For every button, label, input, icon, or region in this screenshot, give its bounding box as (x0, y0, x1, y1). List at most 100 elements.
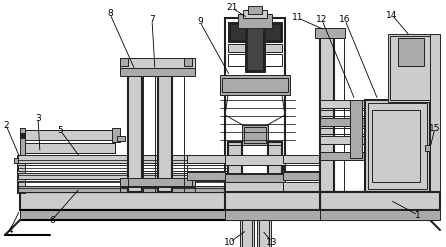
Text: 7: 7 (149, 16, 155, 24)
Text: 15: 15 (429, 124, 441, 132)
Bar (320, 118, 430, 126)
Text: 8: 8 (107, 9, 113, 19)
Bar (222, 78, 288, 92)
Bar (20, 128, 25, 158)
Text: 21: 21 (226, 3, 238, 13)
Text: 9: 9 (197, 18, 203, 26)
Bar (365, 100, 430, 192)
Bar (187, 172, 225, 180)
Bar (172, 68, 184, 192)
Bar (320, 210, 440, 220)
Text: 14: 14 (386, 11, 398, 20)
Text: 12: 12 (316, 16, 328, 24)
Text: 2: 2 (3, 121, 9, 129)
Text: 13: 13 (266, 238, 278, 247)
Bar (184, 58, 192, 66)
Bar (398, 38, 424, 66)
Bar (228, 22, 282, 42)
Bar (120, 178, 128, 186)
Bar (238, 14, 272, 28)
Bar (259, 194, 269, 247)
Bar (240, 192, 254, 247)
Bar (228, 145, 282, 157)
Bar (187, 165, 225, 171)
Bar (388, 34, 433, 102)
Bar (225, 155, 285, 165)
Bar (248, 6, 262, 14)
Bar (257, 192, 271, 247)
Bar (320, 100, 430, 108)
Bar (225, 174, 285, 182)
Bar (320, 136, 430, 144)
Bar (25, 130, 115, 140)
Bar (242, 125, 268, 145)
Bar (315, 28, 345, 38)
Bar (320, 34, 334, 192)
Bar (112, 128, 120, 142)
Bar (220, 75, 290, 95)
Bar (390, 36, 431, 100)
Text: 1: 1 (415, 210, 421, 220)
Bar (283, 155, 323, 163)
Bar (25, 130, 115, 153)
Bar (228, 142, 242, 192)
Bar (230, 24, 280, 40)
Bar (120, 187, 195, 192)
Bar (225, 182, 285, 192)
Bar (245, 22, 265, 72)
Bar (243, 10, 267, 18)
Bar (25, 143, 115, 153)
Bar (14, 158, 28, 163)
Bar (368, 103, 427, 189)
Bar (225, 165, 285, 173)
Text: 11: 11 (292, 14, 304, 22)
Bar (430, 34, 440, 192)
Bar (120, 58, 195, 70)
Bar (184, 178, 192, 186)
Bar (283, 182, 323, 192)
Bar (350, 100, 362, 158)
Text: 4: 4 (7, 226, 13, 234)
Bar (20, 192, 430, 210)
Bar (283, 165, 323, 171)
Bar (320, 110, 430, 116)
Bar (143, 68, 155, 192)
Text: 3: 3 (35, 114, 41, 123)
Bar (425, 145, 435, 151)
Bar (247, 24, 263, 70)
Bar (225, 210, 320, 220)
Bar (242, 194, 252, 247)
Bar (158, 68, 172, 192)
Text: 16: 16 (339, 16, 351, 24)
Bar (283, 172, 323, 180)
Bar (120, 58, 128, 66)
Bar (20, 133, 25, 138)
Circle shape (427, 143, 437, 153)
Bar (334, 34, 344, 192)
Bar (17, 155, 25, 193)
Bar (268, 142, 282, 192)
Bar (244, 127, 266, 143)
Bar (225, 18, 285, 192)
Bar (320, 192, 440, 210)
Bar (372, 110, 420, 182)
Bar (320, 128, 430, 134)
Bar (228, 44, 282, 52)
Bar (18, 181, 233, 189)
Bar (18, 165, 233, 171)
Text: 6: 6 (49, 215, 55, 225)
Text: 10: 10 (224, 238, 236, 247)
Text: 5: 5 (57, 125, 63, 135)
Bar (187, 155, 225, 163)
Bar (20, 210, 430, 220)
Bar (228, 54, 282, 66)
Bar (320, 144, 430, 152)
Bar (117, 136, 125, 141)
Bar (18, 173, 233, 179)
Bar (375, 100, 385, 158)
Bar (128, 68, 142, 192)
Bar (320, 152, 430, 160)
Bar (225, 192, 320, 210)
Bar (120, 68, 195, 76)
Bar (120, 178, 195, 186)
